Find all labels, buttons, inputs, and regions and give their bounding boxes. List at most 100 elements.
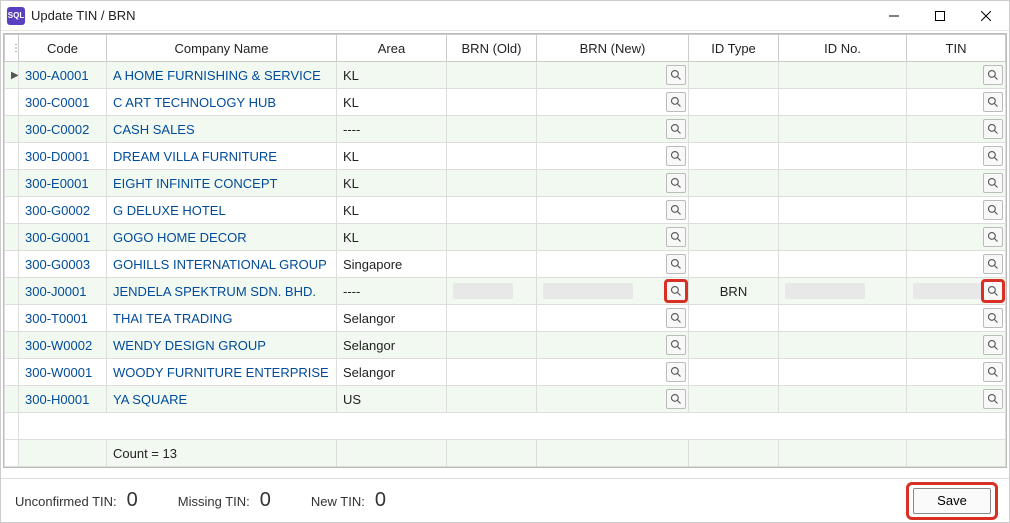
lookup-brn-new-button[interactable] <box>666 227 686 247</box>
cell-company[interactable]: YA SQUARE <box>107 386 337 413</box>
cell-id-no[interactable] <box>779 116 907 143</box>
cell-code[interactable]: 300-G0001 <box>19 224 107 251</box>
lookup-tin-button[interactable] <box>983 146 1003 166</box>
col-header-tin[interactable]: TIN <box>907 35 1006 62</box>
cell-area[interactable]: Singapore <box>337 251 447 278</box>
row-indicator[interactable] <box>5 116 19 143</box>
table-row[interactable]: 300-C0001C ART TECHNOLOGY HUBKL <box>5 89 1006 116</box>
cell-id-no[interactable] <box>779 89 907 116</box>
cell-brn-old[interactable] <box>447 359 537 386</box>
lookup-brn-new-button[interactable] <box>666 362 686 382</box>
cell-tin[interactable] <box>907 386 1006 413</box>
cell-brn-old[interactable] <box>447 305 537 332</box>
cell-code[interactable]: 300-G0002 <box>19 197 107 224</box>
lookup-tin-button[interactable] <box>983 119 1003 139</box>
cell-id-type[interactable] <box>689 89 779 116</box>
col-header-id-type[interactable]: ID Type <box>689 35 779 62</box>
row-indicator[interactable] <box>5 305 19 332</box>
cell-id-type[interactable]: BRN <box>689 278 779 305</box>
cell-tin[interactable] <box>907 332 1006 359</box>
cell-brn-new[interactable] <box>537 116 689 143</box>
cell-company[interactable]: WOODY FURNITURE ENTERPRISE <box>107 359 337 386</box>
cell-code[interactable]: 300-D0001 <box>19 143 107 170</box>
cell-id-no[interactable] <box>779 278 907 305</box>
maximize-button[interactable] <box>917 1 963 31</box>
cell-id-no[interactable] <box>779 143 907 170</box>
lookup-tin-button[interactable] <box>983 281 1003 301</box>
cell-company[interactable]: EIGHT INFINITE CONCEPT <box>107 170 337 197</box>
cell-area[interactable]: ---- <box>337 278 447 305</box>
cell-brn-old[interactable] <box>447 143 537 170</box>
row-indicator[interactable] <box>5 359 19 386</box>
cell-tin[interactable] <box>907 251 1006 278</box>
cell-area[interactable]: Selangor <box>337 305 447 332</box>
cell-id-no[interactable] <box>779 305 907 332</box>
lookup-brn-new-button[interactable] <box>666 389 686 409</box>
cell-company[interactable]: CASH SALES <box>107 116 337 143</box>
cell-brn-new[interactable] <box>537 224 689 251</box>
row-indicator[interactable] <box>5 224 19 251</box>
lookup-tin-button[interactable] <box>983 200 1003 220</box>
save-button[interactable]: Save <box>913 488 991 514</box>
row-indicator[interactable] <box>5 386 19 413</box>
cell-brn-new[interactable] <box>537 170 689 197</box>
row-indicator[interactable] <box>5 89 19 116</box>
cell-code[interactable]: 300-C0002 <box>19 116 107 143</box>
row-indicator[interactable]: ▶ <box>5 62 19 89</box>
cell-company[interactable]: JENDELA SPEKTRUM SDN. BHD. <box>107 278 337 305</box>
lookup-tin-button[interactable] <box>983 389 1003 409</box>
cell-company[interactable]: C ART TECHNOLOGY HUB <box>107 89 337 116</box>
lookup-brn-new-button[interactable] <box>666 146 686 166</box>
cell-company[interactable]: WENDY DESIGN GROUP <box>107 332 337 359</box>
cell-id-type[interactable] <box>689 116 779 143</box>
cell-brn-old[interactable] <box>447 224 537 251</box>
cell-code[interactable]: 300-W0001 <box>19 359 107 386</box>
cell-code[interactable]: 300-W0002 <box>19 332 107 359</box>
cell-id-no[interactable] <box>779 170 907 197</box>
row-indicator[interactable] <box>5 197 19 224</box>
cell-tin[interactable] <box>907 359 1006 386</box>
lookup-brn-new-button[interactable] <box>666 200 686 220</box>
cell-company[interactable]: GOGO HOME DECOR <box>107 224 337 251</box>
cell-id-no[interactable] <box>779 251 907 278</box>
cell-brn-new[interactable] <box>537 359 689 386</box>
row-indicator[interactable] <box>5 332 19 359</box>
cell-tin[interactable] <box>907 224 1006 251</box>
cell-id-type[interactable] <box>689 305 779 332</box>
col-header-code[interactable]: Code <box>19 35 107 62</box>
cell-brn-old[interactable] <box>447 197 537 224</box>
col-header-brn-old[interactable]: BRN (Old) <box>447 35 537 62</box>
cell-code[interactable]: 300-G0003 <box>19 251 107 278</box>
table-row[interactable]: 300-H0001YA SQUAREUS <box>5 386 1006 413</box>
cell-id-type[interactable] <box>689 224 779 251</box>
cell-area[interactable]: KL <box>337 197 447 224</box>
cell-tin[interactable] <box>907 143 1006 170</box>
cell-brn-old[interactable] <box>447 278 537 305</box>
lookup-tin-button[interactable] <box>983 362 1003 382</box>
cell-id-type[interactable] <box>689 62 779 89</box>
cell-area[interactable]: KL <box>337 143 447 170</box>
lookup-brn-new-button[interactable] <box>666 173 686 193</box>
cell-id-no[interactable] <box>779 386 907 413</box>
cell-id-type[interactable] <box>689 170 779 197</box>
col-header-company[interactable]: Company Name <box>107 35 337 62</box>
cell-area[interactable]: KL <box>337 89 447 116</box>
row-indicator[interactable] <box>5 251 19 278</box>
col-header-brn-new[interactable]: BRN (New) <box>537 35 689 62</box>
cell-code[interactable]: 300-J0001 <box>19 278 107 305</box>
table-row[interactable]: 300-T0001THAI TEA TRADINGSelangor <box>5 305 1006 332</box>
cell-area[interactable]: KL <box>337 170 447 197</box>
cell-brn-old[interactable] <box>447 62 537 89</box>
cell-id-no[interactable] <box>779 359 907 386</box>
table-row[interactable]: 300-W0001WOODY FURNITURE ENTERPRISESelan… <box>5 359 1006 386</box>
table-row[interactable]: 300-W0002WENDY DESIGN GROUPSelangor <box>5 332 1006 359</box>
cell-brn-old[interactable] <box>447 170 537 197</box>
cell-tin[interactable] <box>907 116 1006 143</box>
col-header-area[interactable]: Area <box>337 35 447 62</box>
cell-id-type[interactable] <box>689 386 779 413</box>
table-row[interactable]: ▶300-A0001A HOME FURNISHING & SERVICEKL <box>5 62 1006 89</box>
cell-brn-old[interactable] <box>447 251 537 278</box>
cell-company[interactable]: GOHILLS INTERNATIONAL GROUP <box>107 251 337 278</box>
cell-tin[interactable] <box>907 170 1006 197</box>
cell-id-no[interactable] <box>779 197 907 224</box>
